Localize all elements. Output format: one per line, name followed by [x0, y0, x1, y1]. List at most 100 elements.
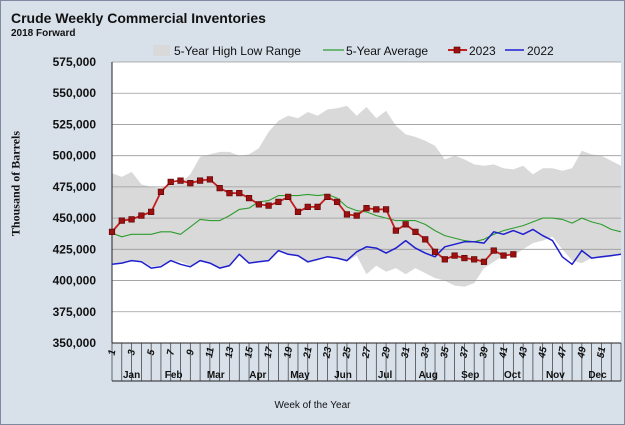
y-tick-label: 525,000 — [53, 117, 97, 131]
series-point-2023 — [461, 254, 468, 262]
y-tick-label: 450,000 — [53, 211, 97, 225]
series-point-2023 — [373, 206, 380, 213]
month-label: Jul — [378, 370, 393, 381]
range-band — [112, 105, 621, 287]
series-point-2023 — [431, 248, 439, 255]
series-point-2023 — [343, 211, 351, 218]
x-axis-label: Week of the Year — [274, 400, 351, 411]
series-point-2023 — [334, 198, 341, 205]
series-point-2023 — [441, 256, 448, 263]
month-label: Nov — [546, 370, 565, 381]
series-point-2023 — [353, 212, 360, 219]
month-label: Jun — [334, 370, 352, 381]
series-point-2023 — [500, 252, 507, 259]
x-tick-label: 47 — [556, 346, 569, 360]
series-point-2023 — [382, 206, 390, 213]
legend-label-2023: 2023 — [469, 44, 496, 58]
series-point-2023 — [167, 178, 174, 185]
legend-label-average: 5-Year Average — [346, 44, 428, 58]
series-point-2023 — [275, 198, 282, 205]
x-tick-label: 13 — [224, 346, 237, 359]
chart-subtitle: 2018 Forward — [11, 28, 76, 39]
series-point-2023 — [128, 216, 135, 223]
x-tick-label: 21 — [302, 346, 315, 360]
month-label: Feb — [165, 370, 183, 381]
month-label: Aug — [418, 370, 437, 381]
series-point-2023 — [187, 180, 194, 187]
series-point-2023 — [265, 202, 272, 209]
x-tick-label: 23 — [321, 346, 334, 360]
x-tick-label: 31 — [400, 346, 413, 359]
x-tick-label: 29 — [380, 346, 393, 360]
x-tick-label: 27 — [360, 346, 373, 360]
y-tick-label: 350,000 — [53, 336, 97, 350]
legend-marker-2023 — [453, 46, 461, 54]
series-point-2023 — [148, 208, 155, 215]
month-label: Mar — [207, 370, 225, 381]
series-point-2023 — [304, 203, 311, 210]
x-tick-label: 33 — [419, 346, 432, 359]
x-tick-label: 17 — [263, 346, 276, 359]
x-tick-label: 11 — [204, 346, 217, 359]
month-label: Sep — [461, 370, 479, 381]
month-label: Oct — [504, 370, 521, 381]
series-point-2023 — [236, 190, 243, 197]
x-tick-label: 51 — [596, 346, 609, 359]
series-point-2023 — [118, 217, 125, 224]
series-point-2023 — [490, 247, 497, 254]
series-point-2023 — [138, 212, 145, 219]
x-tick-label: 3 — [126, 348, 138, 356]
month-label: Dec — [588, 370, 607, 381]
y-tick-label: 400,000 — [53, 274, 97, 288]
x-tick-label: 9 — [185, 348, 197, 356]
x-tick-label: 45 — [537, 346, 550, 360]
series-point-2023 — [294, 208, 302, 215]
series-point-2023 — [510, 251, 517, 258]
x-tick-label: 37 — [459, 346, 472, 359]
legend: 5-Year High Low Range 5-Year Average 202… — [153, 44, 554, 58]
series-point-2023 — [108, 228, 116, 235]
y-tick-label: 550,000 — [53, 86, 97, 100]
series-point-2023 — [216, 185, 223, 192]
series-point-2023 — [324, 193, 331, 200]
x-tick-label: 25 — [341, 346, 354, 360]
month-label: Apr — [249, 370, 266, 381]
series-point-2023 — [285, 193, 292, 200]
x-tick-label: 15 — [243, 346, 256, 359]
series-point-2023 — [196, 177, 204, 184]
series-point-2023 — [422, 236, 429, 243]
month-label: Jan — [123, 370, 140, 381]
series-point-2023 — [392, 227, 399, 234]
series-point-2023 — [206, 176, 213, 183]
series-point-2023 — [177, 177, 184, 184]
x-tick-label: 7 — [165, 348, 177, 356]
series-point-2023 — [471, 256, 478, 263]
plot-area: 350,000 375,000 400,000 425,000 450,000 475,0… — [53, 55, 622, 382]
y-tick-label: 375,000 — [53, 305, 97, 319]
x-tick-label: 43 — [517, 346, 530, 360]
legend-label-2022: 2022 — [527, 44, 554, 58]
y-tick-label: 425,000 — [53, 242, 97, 256]
series-line-2022 — [111, 228, 622, 269]
x-tick-label: 41 — [498, 346, 511, 360]
y-tick-label: 475,000 — [53, 180, 97, 194]
legend-label-range: 5-Year High Low Range — [174, 44, 301, 58]
chart-title: Crude Weekly Commercial Inventories — [11, 10, 266, 26]
series-point-2023 — [314, 203, 321, 210]
series-point-2023 — [451, 252, 458, 259]
x-tick-label: 5 — [146, 348, 158, 356]
x-tick-label: 1 — [107, 348, 119, 356]
series-point-2023 — [226, 190, 233, 197]
series-point-2023 — [255, 201, 262, 208]
month-label: May — [290, 370, 310, 381]
x-tick-label: 19 — [282, 346, 295, 359]
series-point-2023 — [480, 258, 488, 265]
legend-swatch-range — [153, 45, 170, 56]
series-point-2023 — [363, 205, 370, 212]
y-tick-label: 500,000 — [53, 149, 97, 163]
series-point-2023 — [402, 221, 409, 228]
x-tick-label: 35 — [439, 346, 452, 359]
x-tick-label: 49 — [576, 346, 589, 360]
